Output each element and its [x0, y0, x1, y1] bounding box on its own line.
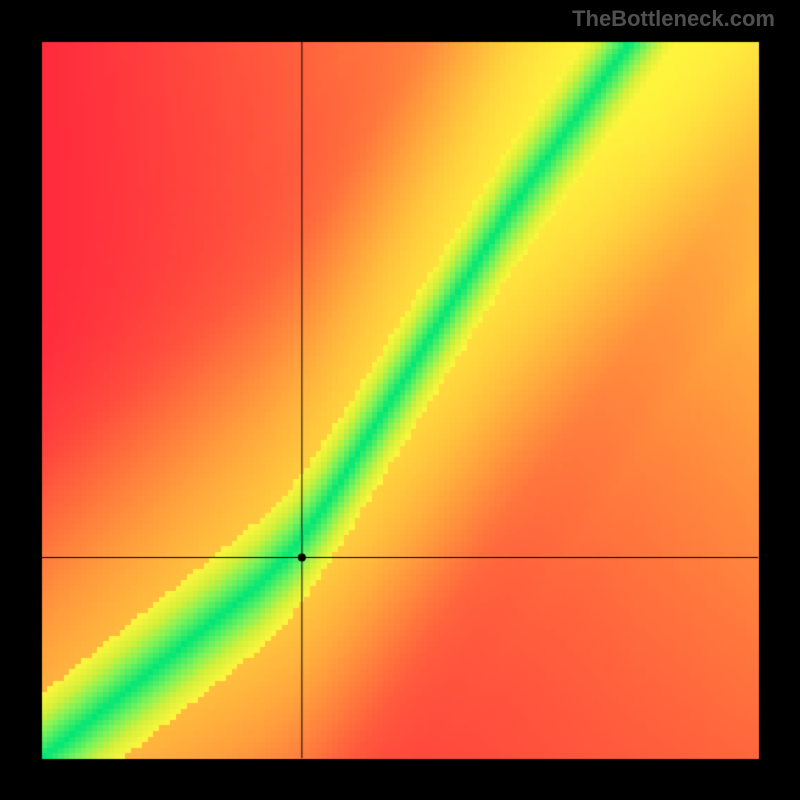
- watermark-text: TheBottleneck.com: [572, 6, 775, 32]
- chart-container: TheBottleneck.com: [0, 0, 800, 800]
- heatmap-canvas: [0, 0, 800, 800]
